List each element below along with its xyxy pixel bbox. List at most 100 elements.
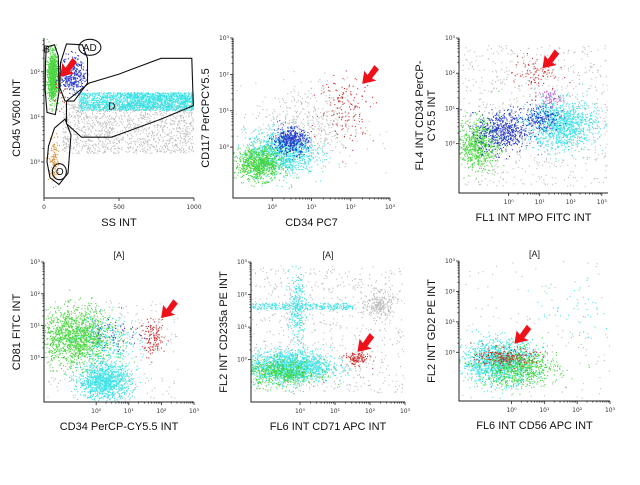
x-axis-label: SS INT	[101, 217, 137, 229]
y-tick-label: 10⁰	[445, 141, 456, 148]
x-tick-label: 10³	[597, 199, 608, 206]
x-tick-label: 10¹	[539, 407, 550, 414]
y-axis-label: CY5.5 INT	[426, 90, 438, 142]
y-tick-label: 10⁰	[30, 159, 41, 166]
cluster-green	[459, 337, 590, 396]
x-tick-label: 0	[42, 204, 46, 211]
cluster-grey	[357, 283, 400, 324]
y-tick-label: 10⁰	[30, 354, 41, 361]
x-tick-label: 10³	[189, 408, 200, 415]
cluster-green	[251, 351, 340, 395]
cluster-blue	[269, 120, 312, 161]
scatter-points	[251, 265, 405, 395]
x-tick-label: 10³	[400, 408, 411, 415]
x-tick-label: 10³	[385, 204, 396, 211]
cluster-green	[44, 289, 155, 383]
highlight-arrow	[514, 324, 532, 344]
cluster-red	[54, 75, 67, 112]
gate-label: AD	[83, 43, 97, 54]
x-axis-label: FL6 INT CD56 APC INT	[476, 420, 593, 432]
x-axis-label: CD34 PerCP-CY5.5 INT	[60, 421, 179, 433]
x-tick-label: 10²	[365, 408, 376, 415]
gate-B	[44, 44, 60, 116]
cluster-grey	[462, 45, 608, 187]
plot-panel-1: B AD D O 0 500 1000 10⁰ 10¹ 10² SS INT CD45 V500 IN…	[11, 38, 202, 229]
gate-O	[46, 118, 72, 186]
x-tick-label: 10¹	[306, 204, 317, 211]
y-axis-label: FL2 INT CD235a PE INT	[218, 271, 230, 393]
x-tick-label: 10⁰	[295, 408, 306, 415]
y-tick-label: 10²	[30, 291, 41, 298]
cluster-blue	[56, 50, 89, 99]
cluster-cyan	[508, 83, 608, 162]
panel-header: [A]	[113, 250, 124, 260]
cluster-blue	[513, 98, 567, 140]
cluster-cyan	[235, 113, 340, 188]
plot-panel-6: 10⁰ 10¹ 10² 10³ 10⁰ 10¹ 10² 10³ FL6 INT CD56 APC…	[426, 249, 616, 432]
plot-panel-3: 10⁰ 10¹ 10² 10³ 10⁰ 10¹ 10² 10³ FL1 INT MPO FITC…	[414, 35, 608, 224]
x-tick-label: 10¹	[535, 199, 546, 206]
y-tick-label: 10³	[445, 258, 456, 265]
y-axis-label: FL4 INT CD34 PerCP-	[414, 60, 426, 170]
scatter-points	[459, 45, 608, 187]
y-tick-label: 10¹	[445, 105, 456, 112]
panel-header: [A]	[322, 250, 333, 260]
cluster-cyan	[126, 92, 194, 109]
gate-label: D	[108, 102, 115, 113]
gate-label-ring	[51, 163, 67, 181]
scatter-points	[44, 289, 179, 402]
y-tick-label: 10⁰	[237, 357, 248, 364]
y-tick-label: 10²	[445, 70, 456, 77]
gate-label: O	[56, 167, 64, 178]
axes	[250, 262, 405, 403]
x-tick-label: 10³	[605, 407, 616, 414]
x-tick-label: 10⁰	[504, 199, 515, 206]
y-axis-label: FL2 INT GD2 PE INT	[426, 279, 438, 383]
panel-header: [A]	[529, 249, 540, 259]
y-tick-label: 10¹	[30, 114, 41, 121]
y-tick-label: 10¹	[30, 323, 41, 330]
y-tick-label: 10³	[445, 35, 456, 42]
x-tick-label: 10⁰	[506, 407, 517, 414]
y-tick-label: 10¹	[445, 319, 456, 326]
scatter-points	[459, 261, 610, 399]
x-tick-label: 10⁰	[91, 408, 102, 415]
cluster-green	[233, 141, 311, 189]
x-axis-label: FL6 INT CD71 APC INT	[270, 421, 387, 433]
y-tick-label: 10¹	[237, 324, 248, 331]
plot-panel-2: 10⁰ 10¹ 10² 10³ 10⁰ 10¹ 10² 10³ CD34 PC7 CD117 Pe…	[200, 35, 396, 229]
x-tick-label: 10²	[572, 407, 583, 414]
x-tick-label: 10²	[566, 199, 577, 206]
cluster-red	[510, 53, 571, 101]
cluster-cyan	[459, 329, 549, 399]
x-tick-label: 1000	[186, 204, 201, 211]
highlight-arrow	[357, 333, 375, 352]
y-tick-label: 10³	[219, 35, 230, 42]
x-tick-label: 10¹	[330, 408, 341, 415]
y-axis-label: CD81 FITC INT	[11, 294, 23, 371]
cluster-orange	[45, 133, 61, 188]
y-tick-label: 10²	[237, 292, 248, 299]
cluster-green	[459, 90, 509, 179]
highlight-arrow	[60, 57, 77, 77]
cluster-grey	[62, 103, 194, 154]
x-tick-label: 10²	[346, 204, 357, 211]
y-tick-label: 10⁰	[219, 144, 230, 151]
cluster-green	[44, 38, 62, 112]
y-tick-label: 10³	[30, 259, 41, 266]
cluster-cyan	[251, 302, 354, 311]
plot-panel-5: 10⁰ 10¹ 10² 10³ 10⁰ 10¹ 10² 10³ FL6 INT CD71 APC…	[218, 250, 411, 433]
gate-AD	[59, 43, 89, 102]
y-tick-label: 10¹	[219, 108, 230, 115]
x-tick-label: 500	[113, 204, 125, 211]
cluster-red	[311, 70, 377, 163]
highlight-arrow	[161, 299, 178, 319]
x-tick-label: 10²	[156, 408, 167, 415]
cluster-cyan	[524, 277, 610, 345]
plot-panel-4: 10⁰ 10¹ 10² 10³ 10⁰ 10¹ 10² 10³ CD34 PerCP-CY5.5…	[11, 250, 200, 433]
highlight-arrow	[542, 49, 560, 69]
x-tick-label: 10¹	[124, 408, 135, 415]
cluster-cyan	[65, 351, 152, 402]
